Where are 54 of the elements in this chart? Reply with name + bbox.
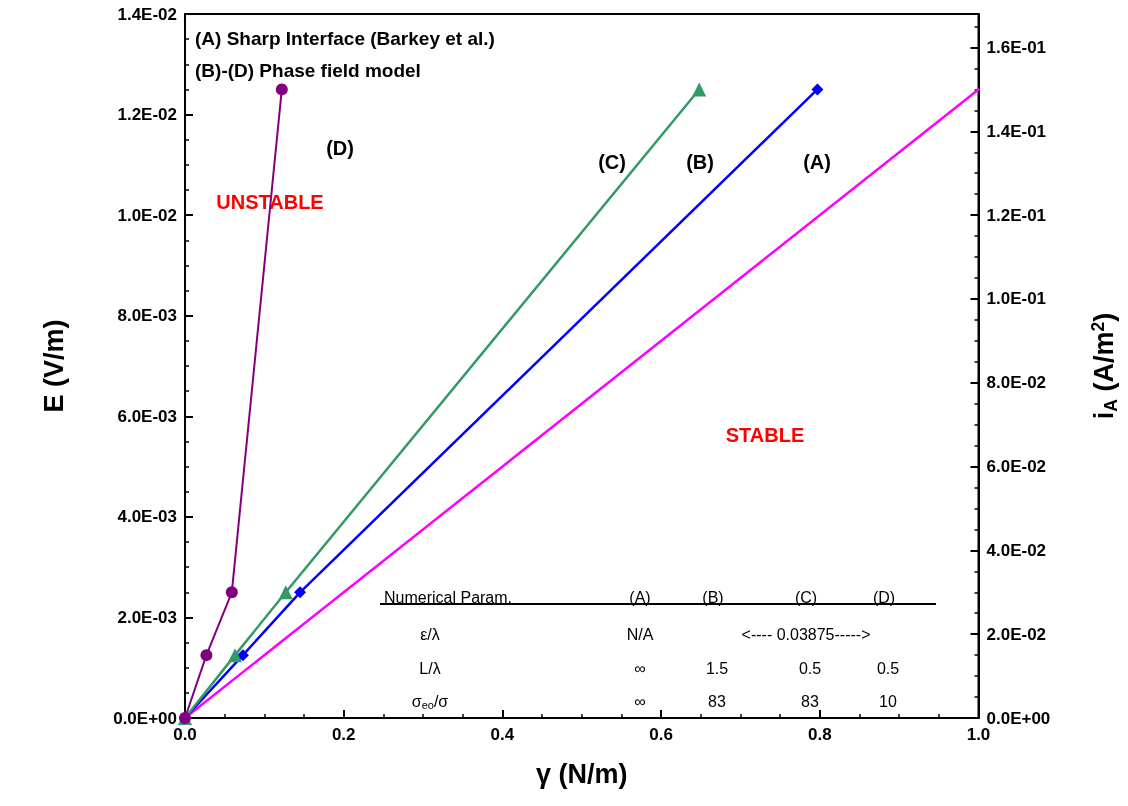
annotation: (A) <box>803 151 831 173</box>
x-tick-label: 0.8 <box>807 725 832 744</box>
point <box>200 649 213 662</box>
annotation: ∞ <box>634 692 646 710</box>
x-axis-title: γ (N/m) <box>535 758 628 789</box>
x-tick-label: 0.6 <box>649 725 673 744</box>
x-tick-label: 1.0 <box>966 725 991 744</box>
y2-tick-label: 0.0E+00 <box>986 708 1051 728</box>
x-tick-label: 0.2 <box>331 725 356 744</box>
annotation: 0.5 <box>798 659 822 677</box>
y-tick-label: 1.2E-02 <box>117 105 177 125</box>
annotation: (D) <box>326 137 354 159</box>
y-tick-label: 8.0E-03 <box>117 306 177 326</box>
point <box>811 83 824 96</box>
y2-tick-label: 2.0E-02 <box>986 624 1047 644</box>
annotation: 83 <box>801 692 819 710</box>
y-axis-title: E (V/m) <box>38 319 69 413</box>
point <box>225 586 238 599</box>
y2-tick-label: 1.4E-01 <box>986 121 1047 141</box>
point <box>275 83 288 96</box>
y-tick-label: 4.0E-03 <box>117 507 177 527</box>
point <box>294 586 307 599</box>
point <box>278 585 293 600</box>
annotation: 83 <box>708 692 726 710</box>
y2-tick-label: 4.0E-02 <box>986 540 1047 560</box>
y2-tick-label: 1.0E-01 <box>986 289 1047 309</box>
annotation: L/λ <box>419 659 441 677</box>
y-tick-label: 2.0E-03 <box>117 607 177 627</box>
y-tick-label: 1.0E-02 <box>117 205 177 225</box>
y2-tick-label: 1.6E-01 <box>986 38 1047 58</box>
annotation: STABLE <box>725 424 805 446</box>
annotation: (B) <box>686 151 714 173</box>
annotation: 1.5 <box>705 659 729 677</box>
annotation: (C) <box>598 151 626 173</box>
y2-tick-label: 6.0E-02 <box>986 457 1047 477</box>
y2-tick-label: 1.2E-01 <box>986 205 1047 225</box>
annotation: <---- 0.03875-----> <box>741 625 871 643</box>
x-tick-label: 0.0 <box>173 725 197 744</box>
annotation: Numerical Param. <box>384 588 513 606</box>
annotation: (B)-(D) Phase field model <box>195 59 421 81</box>
annotation: 10 <box>879 692 897 710</box>
annotation: 0.5 <box>876 659 900 677</box>
y-tick-label: 0.0E+00 <box>113 708 177 728</box>
y2-axis-title: iA (A/m2) <box>1087 312 1121 420</box>
x-tick-label: 0.4 <box>490 725 515 744</box>
y-tick-label: 1.4E-02 <box>117 4 177 24</box>
annotation: N/A <box>626 625 654 643</box>
annotation: (A) Sharp Interface (Barkey et al.) <box>195 27 495 49</box>
y-tick-label: 6.0E-03 <box>117 406 177 426</box>
annotation: ∞ <box>634 659 646 677</box>
point <box>692 82 707 97</box>
point <box>227 648 242 663</box>
annotation: ε/λ <box>420 625 440 643</box>
y2-tick-label: 8.0E-02 <box>986 373 1047 393</box>
